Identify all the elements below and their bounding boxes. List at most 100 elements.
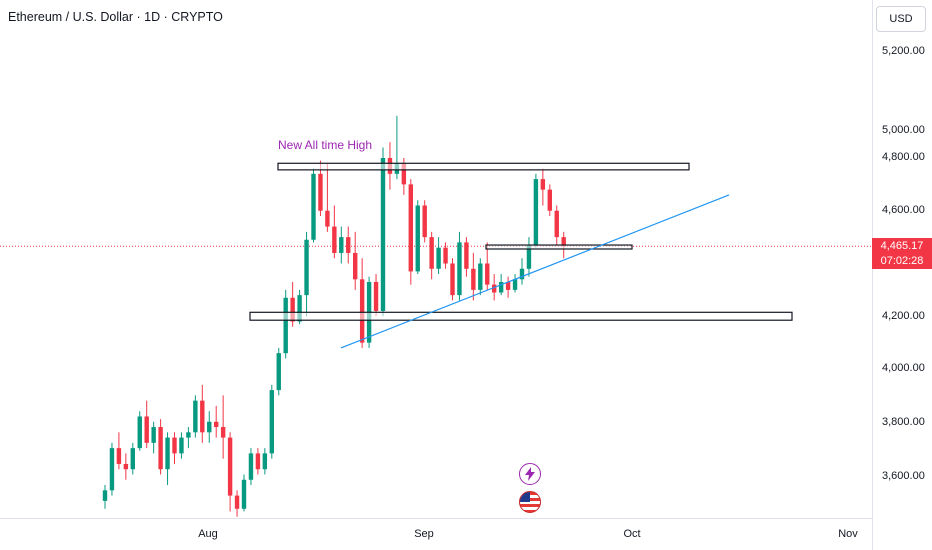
candle[interactable] bbox=[116, 432, 122, 470]
candle-body bbox=[353, 252, 358, 280]
candle[interactable] bbox=[172, 432, 177, 464]
candle[interactable] bbox=[464, 237, 469, 277]
candle[interactable] bbox=[339, 226, 344, 264]
candle-body bbox=[276, 353, 281, 391]
candle[interactable] bbox=[332, 205, 337, 259]
candle[interactable] bbox=[311, 168, 316, 243]
candle-body bbox=[193, 400, 198, 433]
candle[interactable] bbox=[130, 442, 135, 475]
candle[interactable] bbox=[512, 274, 518, 293]
candle[interactable] bbox=[443, 242, 448, 269]
candle-body bbox=[512, 279, 518, 290]
candle[interactable] bbox=[505, 276, 511, 298]
candle-body bbox=[471, 268, 476, 290]
trendline[interactable] bbox=[340, 194, 730, 349]
candle[interactable] bbox=[415, 200, 420, 275]
candle[interactable] bbox=[227, 432, 233, 512]
us-flag-icon[interactable] bbox=[519, 491, 541, 513]
candle[interactable] bbox=[457, 231, 462, 301]
candle[interactable] bbox=[346, 226, 351, 264]
candle[interactable] bbox=[193, 395, 198, 438]
candle[interactable] bbox=[471, 252, 476, 301]
mid-zone[interactable] bbox=[485, 244, 633, 250]
currency-button[interactable]: USD bbox=[876, 6, 926, 32]
ath-annotation[interactable]: New All time High bbox=[278, 138, 373, 152]
candle-body bbox=[429, 237, 434, 269]
candle-body bbox=[262, 453, 268, 470]
candle[interactable] bbox=[241, 474, 247, 512]
price-tick: 3,600.00 bbox=[882, 470, 925, 482]
candle[interactable] bbox=[408, 179, 413, 285]
candle-body bbox=[380, 158, 386, 311]
candle[interactable] bbox=[200, 384, 205, 443]
candle[interactable] bbox=[429, 231, 434, 280]
candle-body bbox=[311, 173, 316, 240]
candle[interactable] bbox=[102, 485, 108, 509]
candle[interactable] bbox=[478, 258, 483, 296]
candlestick-chart[interactable] bbox=[0, 0, 872, 518]
candle[interactable] bbox=[436, 237, 441, 275]
candle[interactable] bbox=[325, 163, 330, 232]
candle[interactable] bbox=[554, 205, 559, 246]
candle[interactable] bbox=[207, 411, 212, 443]
candle-body bbox=[401, 163, 407, 185]
candle[interactable] bbox=[304, 231, 309, 317]
price-axis[interactable] bbox=[872, 0, 932, 550]
price-tick: 3,800.00 bbox=[882, 416, 925, 428]
candle-body bbox=[172, 437, 177, 454]
candle-body bbox=[241, 479, 247, 509]
candle[interactable] bbox=[283, 289, 288, 359]
candle[interactable] bbox=[380, 147, 386, 317]
candle[interactable] bbox=[123, 453, 129, 480]
candle[interactable] bbox=[540, 168, 546, 206]
candle-body bbox=[102, 490, 108, 501]
candle-body bbox=[165, 437, 170, 470]
candle-body bbox=[554, 210, 559, 238]
time-axis[interactable] bbox=[0, 518, 872, 550]
candle[interactable] bbox=[533, 173, 539, 248]
chart-area[interactable]: Ethereum / U.S. Dollar · 1D · CRYPTO New… bbox=[0, 0, 872, 518]
ath-zone[interactable] bbox=[277, 162, 690, 171]
candle[interactable] bbox=[422, 200, 427, 243]
candle-body bbox=[186, 432, 191, 438]
candle[interactable] bbox=[353, 231, 358, 290]
candle-body bbox=[561, 237, 566, 247]
candle[interactable] bbox=[526, 237, 532, 277]
bar-countdown: 07:02:28 bbox=[872, 254, 932, 269]
candle[interactable] bbox=[276, 347, 281, 396]
candle[interactable] bbox=[248, 448, 254, 486]
lightning-icon[interactable] bbox=[519, 463, 541, 485]
candle[interactable] bbox=[485, 242, 490, 290]
candle[interactable] bbox=[519, 258, 525, 285]
time-label-sep: Sep bbox=[414, 528, 434, 540]
candle[interactable] bbox=[214, 405, 219, 438]
candle[interactable] bbox=[234, 490, 240, 517]
candle[interactable] bbox=[373, 274, 379, 317]
candle-body bbox=[436, 247, 441, 269]
candle-body bbox=[547, 189, 552, 211]
candle-body bbox=[248, 453, 254, 480]
candle[interactable] bbox=[137, 411, 142, 451]
candle[interactable] bbox=[547, 184, 552, 217]
candle[interactable] bbox=[109, 442, 115, 496]
support-zone[interactable] bbox=[249, 311, 793, 321]
price-tick: 4,800.00 bbox=[882, 151, 925, 163]
time-label-aug: Aug bbox=[198, 528, 218, 540]
candle-body bbox=[478, 263, 483, 290]
candle-body bbox=[325, 210, 330, 227]
candle-body bbox=[144, 416, 149, 443]
candle[interactable] bbox=[151, 421, 156, 454]
candle[interactable] bbox=[220, 395, 226, 459]
candle[interactable] bbox=[269, 384, 274, 459]
candle[interactable] bbox=[165, 432, 170, 486]
candle[interactable] bbox=[255, 448, 261, 475]
candle[interactable] bbox=[450, 258, 455, 301]
candle[interactable] bbox=[262, 448, 268, 475]
candle[interactable] bbox=[158, 419, 163, 475]
symbol-title[interactable]: Ethereum / U.S. Dollar · 1D · CRYPTO bbox=[8, 10, 223, 24]
candle[interactable] bbox=[186, 427, 191, 449]
candle-body bbox=[220, 427, 226, 438]
candle[interactable] bbox=[359, 258, 365, 348]
candle[interactable] bbox=[179, 432, 184, 459]
candle[interactable] bbox=[144, 400, 149, 449]
